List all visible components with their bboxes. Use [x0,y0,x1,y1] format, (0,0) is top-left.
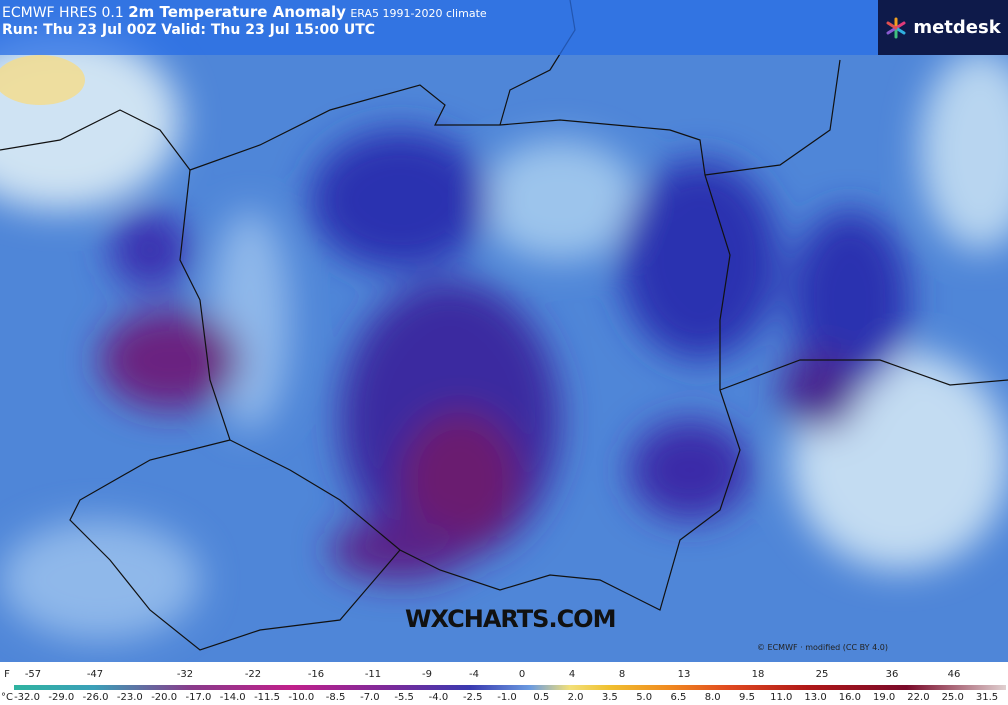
c-label: -17.0 [185,692,212,703]
map [0,0,1008,662]
c-label: -5.5 [394,692,414,703]
f-label: 4 [568,669,576,680]
c-label: 5.0 [636,692,653,703]
c-label: 16.0 [838,692,861,703]
c-label: 11.0 [770,692,793,703]
header: ECMWF HRES 0.1 2m Temperature Anomaly ER… [0,0,878,55]
f-label: 8 [618,669,626,680]
f-label: 0 [518,669,526,680]
c-label: -7.0 [360,692,380,703]
c-label: -23.0 [116,692,143,703]
colorbar: F °C -57 -47 -32 -22 -16 -11 -9 -4 0 4 8 13 18 25 36 46… [0,662,1008,705]
c-label: -29.0 [48,692,75,703]
c-label: -2.5 [462,692,483,703]
title-line: ECMWF HRES 0.1 2m Temperature Anomaly ER… [2,3,487,21]
logo[interactable]: metdesk [878,0,1008,55]
f-label: 36 [885,669,899,680]
f-label: 25 [815,669,829,680]
f-label: -22 [244,669,262,680]
run-line: Run: Thu 23 Jul 00Z Valid: Thu 23 Jul 15… [2,22,376,38]
f-label: -9 [422,669,432,680]
f-label: -16 [307,669,325,680]
c-label: -10.0 [288,692,315,703]
c-label: 25.0 [941,692,964,703]
c-label: -26.0 [82,692,109,703]
c-label: 8.0 [704,692,721,703]
c-label: 31.5 [975,692,999,703]
model: ECMWF HRES 0.1 [2,5,124,21]
c-label: 3.5 [601,692,618,703]
c-label: 9.5 [739,692,755,703]
c-label: -4.0 [428,692,449,703]
c-label: 19.0 [873,692,896,703]
credit: © ECMWF · modified (CC BY 4.0) [757,643,888,652]
c-label: -14.0 [219,692,246,703]
c-label: -11.5 [254,692,280,703]
c-unit: °C [1,692,13,703]
f-label: -4 [469,669,479,680]
parameter: 2m Temperature Anomaly [128,3,346,21]
c-label: 13.0 [804,692,827,703]
f-label: 46 [947,669,961,680]
climate: ERA5 1991-2020 climate [350,7,487,20]
logo-text: metdesk [913,17,1001,38]
f-label: -57 [24,669,42,680]
c-label: 2.0 [567,692,584,703]
f-unit: F [4,669,10,680]
c-label: -32.0 [14,692,40,703]
c-label: 6.5 [670,692,687,703]
c-label: 22.0 [907,692,930,703]
c-label: -1.0 [497,692,517,703]
c-label: -20.0 [151,692,178,703]
f-label: -47 [86,669,104,680]
f-label: -11 [364,669,382,680]
f-label: 13 [677,669,691,680]
f-label: 18 [751,669,765,680]
logo-icon [886,17,906,38]
c-label: 0.5 [533,692,550,703]
watermark: WXCHARTS.COM [405,605,616,633]
c-label: -8.5 [325,692,346,703]
f-label: -32 [176,669,194,680]
colorbar-gradient [14,685,1006,690]
